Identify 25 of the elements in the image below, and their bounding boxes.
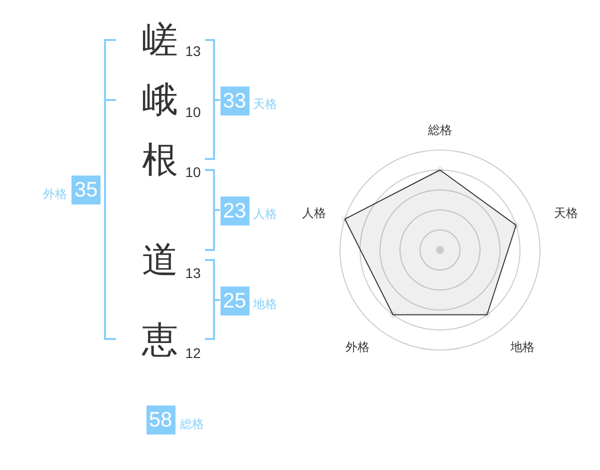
- text: 天格: [253, 97, 277, 111]
- spoke-label: 外格: [345, 340, 370, 354]
- text: 10: [185, 164, 201, 180]
- text: 35: [72, 176, 100, 204]
- text: 23: [220, 196, 249, 225]
- text: 根: [142, 139, 178, 180]
- text: 恵: [142, 319, 178, 360]
- spoke-label: 人格: [302, 206, 326, 220]
- text: 33: [220, 86, 249, 115]
- text: 道: [142, 239, 178, 280]
- text: 13: [185, 43, 201, 59]
- text: 10: [185, 104, 201, 120]
- text: 58: [146, 405, 175, 434]
- text: 12: [185, 345, 201, 361]
- spoke-label: 総格: [427, 123, 452, 137]
- text: 地格: [253, 297, 277, 311]
- spoke-label: 地格: [510, 340, 535, 354]
- text: 総格: [180, 417, 204, 431]
- text: 25: [220, 286, 249, 315]
- text: 13: [185, 265, 201, 281]
- text: 峨: [142, 79, 178, 120]
- text: 外格: [43, 187, 67, 201]
- text: 人格: [253, 207, 277, 221]
- spoke-label: 天格: [554, 206, 578, 220]
- text: 嵯: [142, 19, 178, 60]
